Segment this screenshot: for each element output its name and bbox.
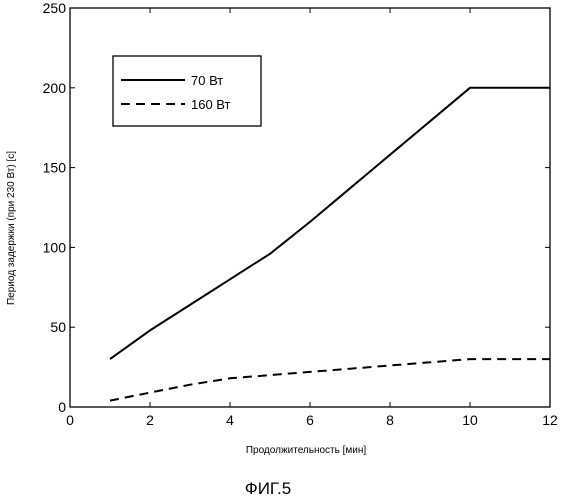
x-tick-label: 0: [66, 412, 74, 428]
legend-label-2: 160 Вт: [191, 97, 231, 112]
x-tick-label: 12: [542, 412, 558, 428]
figure-caption: ФИГ.5: [245, 479, 291, 498]
x-tick-label: 10: [462, 412, 478, 428]
series-line-1: [110, 88, 550, 359]
y-tick-label: 100: [43, 239, 67, 255]
legend-box: [113, 56, 261, 126]
x-axis-label: Продолжительность [мин]: [246, 445, 367, 456]
y-tick-label: 200: [43, 80, 67, 96]
chart-legend: 70 Вт 160 Вт: [113, 56, 261, 126]
y-tick-label: 0: [58, 399, 66, 415]
x-tick-label: 4: [226, 412, 234, 428]
chart-series: [110, 88, 550, 401]
y-tick-label: 150: [43, 160, 67, 176]
y-tick-label: 50: [50, 319, 66, 335]
y-tick-label: 250: [43, 0, 67, 16]
x-tick-label: 6: [306, 412, 314, 428]
legend-label-1: 70 Вт: [191, 73, 223, 88]
y-axis-label: Период задержки (при 230 Вт) [c]: [6, 151, 17, 305]
x-tick-label: 8: [386, 412, 394, 428]
x-tick-label: 2: [146, 412, 154, 428]
series-line-2: [110, 359, 550, 401]
